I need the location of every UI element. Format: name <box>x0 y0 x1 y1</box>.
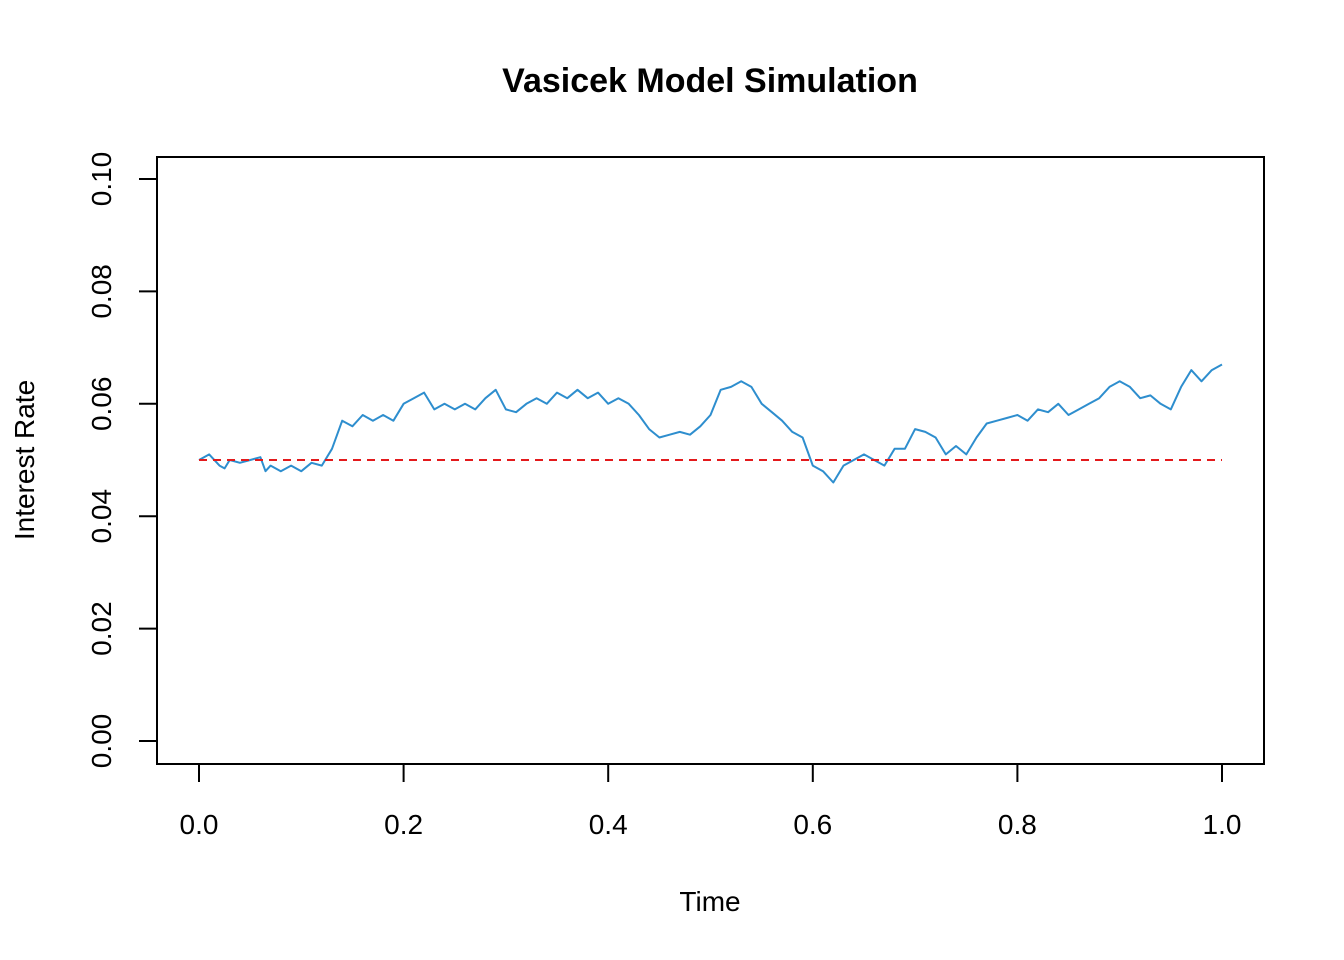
x-axis-label: Time <box>679 886 740 917</box>
chart-title: Vasicek Model Simulation <box>502 62 918 100</box>
y-tick-label: 0.10 <box>86 152 117 207</box>
x-tick-label: 0.6 <box>793 809 832 840</box>
rate-series-line <box>198 363 1223 484</box>
y-tick-label: 0.02 <box>86 601 117 656</box>
y-tick-label: 0.04 <box>86 489 117 544</box>
series-layer <box>198 363 1223 484</box>
y-tick-label: 0.06 <box>86 377 117 432</box>
x-tick-label: 0.2 <box>384 809 423 840</box>
y-axis-label: Interest Rate <box>9 380 40 540</box>
x-tick-label: 1.0 <box>1203 809 1242 840</box>
y-tick-label: 0.08 <box>86 264 117 319</box>
x-axis: 0.0 0.2 0.4 0.6 0.8 1.0 <box>180 763 1242 840</box>
y-axis: 0.00 0.02 0.04 0.06 0.08 0.10 <box>86 152 158 769</box>
x-tick-label: 0.8 <box>998 809 1037 840</box>
x-tick-label: 0.0 <box>180 809 219 840</box>
x-tick-label: 0.4 <box>589 809 628 840</box>
y-tick-label: 0.00 <box>86 714 117 769</box>
